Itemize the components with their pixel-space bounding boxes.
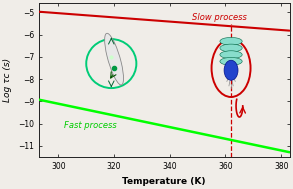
X-axis label: Temperature (K): Temperature (K) xyxy=(122,177,206,186)
Text: Slow process: Slow process xyxy=(192,13,247,22)
Ellipse shape xyxy=(105,33,124,85)
Ellipse shape xyxy=(220,37,242,45)
Text: Fast process: Fast process xyxy=(64,122,117,130)
Ellipse shape xyxy=(220,57,242,65)
Ellipse shape xyxy=(220,44,242,52)
Y-axis label: Log τc (s): Log τc (s) xyxy=(4,58,13,102)
Ellipse shape xyxy=(224,60,238,80)
Ellipse shape xyxy=(220,51,242,59)
